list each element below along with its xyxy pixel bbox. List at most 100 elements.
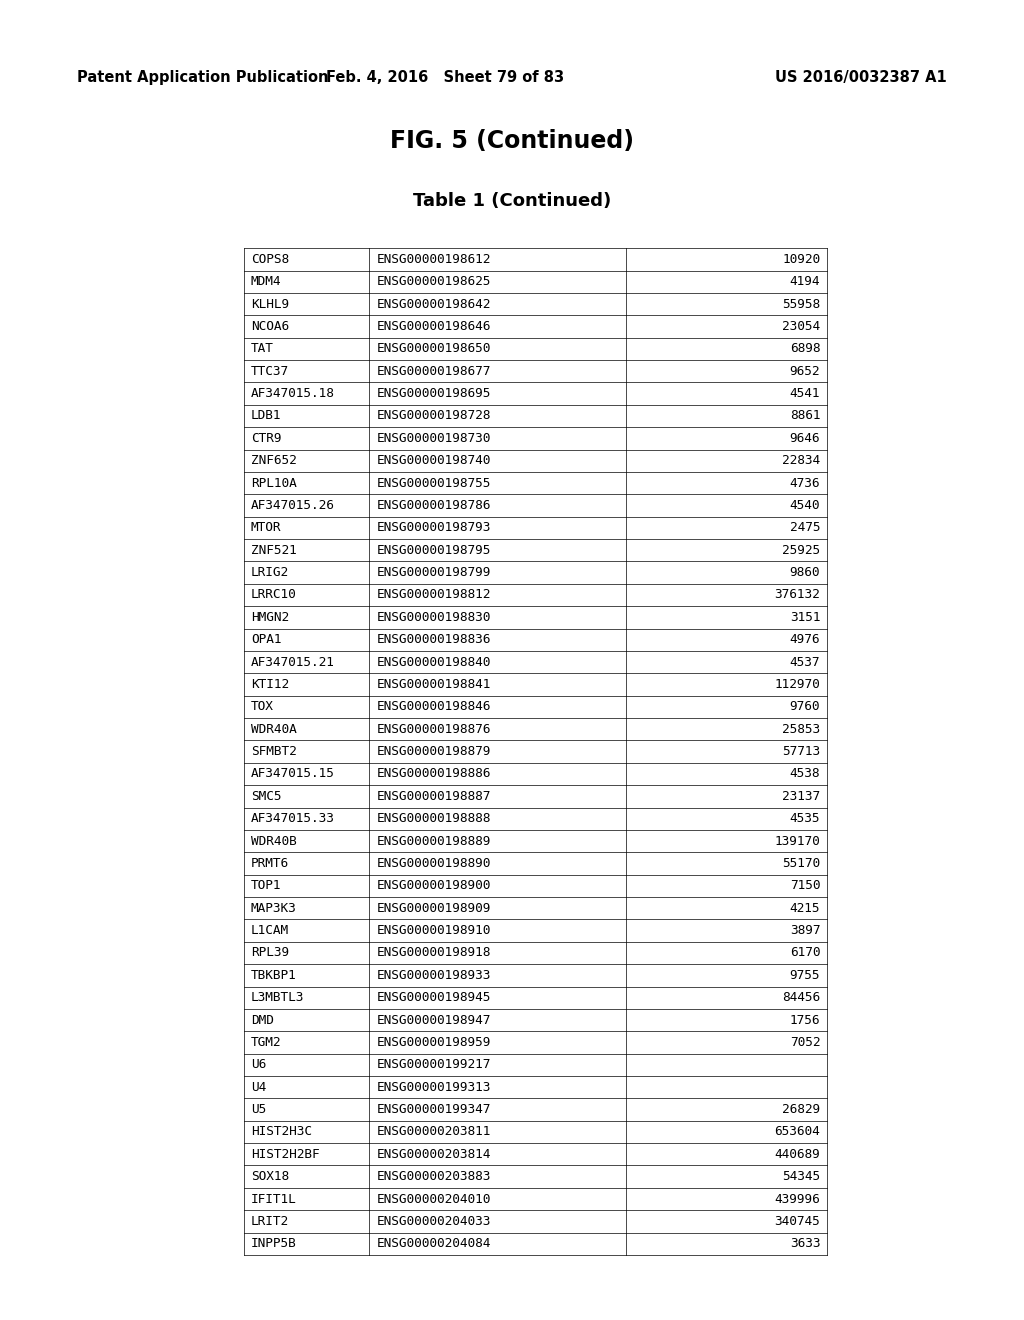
Text: 23137: 23137 — [782, 789, 820, 803]
Text: 25853: 25853 — [782, 723, 820, 735]
Text: 9860: 9860 — [790, 566, 820, 579]
Text: MTOR: MTOR — [251, 521, 282, 535]
Text: DMD: DMD — [251, 1014, 273, 1027]
Text: ENSG00000198876: ENSG00000198876 — [377, 723, 490, 735]
Text: RPL10A: RPL10A — [251, 477, 297, 490]
Text: MAP3K3: MAP3K3 — [251, 902, 297, 915]
Text: KLHL9: KLHL9 — [251, 297, 289, 310]
Text: ENSG00000198846: ENSG00000198846 — [377, 701, 490, 713]
Text: L3MBTL3: L3MBTL3 — [251, 991, 304, 1005]
Text: WDR40A: WDR40A — [251, 723, 297, 735]
Text: 8861: 8861 — [790, 409, 820, 422]
Text: ENSG00000204010: ENSG00000204010 — [377, 1192, 490, 1205]
Text: 9755: 9755 — [790, 969, 820, 982]
Text: 22834: 22834 — [782, 454, 820, 467]
Text: U4: U4 — [251, 1081, 266, 1094]
Text: ENSG00000203883: ENSG00000203883 — [377, 1171, 490, 1183]
Text: NCOA6: NCOA6 — [251, 319, 289, 333]
Text: 4194: 4194 — [790, 276, 820, 288]
Text: 3633: 3633 — [790, 1237, 820, 1250]
Text: RPL39: RPL39 — [251, 946, 289, 960]
Text: AF347015.26: AF347015.26 — [251, 499, 335, 512]
Text: ENSG00000204033: ENSG00000204033 — [377, 1214, 490, 1228]
Text: 112970: 112970 — [774, 678, 820, 690]
Text: ENSG00000199313: ENSG00000199313 — [377, 1081, 490, 1094]
Text: ENSG00000198730: ENSG00000198730 — [377, 432, 490, 445]
Text: FIG. 5 (Continued): FIG. 5 (Continued) — [390, 129, 634, 153]
Text: SFMBT2: SFMBT2 — [251, 744, 297, 758]
Text: ENSG00000198812: ENSG00000198812 — [377, 589, 490, 602]
Text: Table 1 (Continued): Table 1 (Continued) — [413, 191, 611, 210]
Text: 84456: 84456 — [782, 991, 820, 1005]
Text: OPA1: OPA1 — [251, 634, 282, 647]
Text: US 2016/0032387 A1: US 2016/0032387 A1 — [775, 70, 947, 84]
Text: MDM4: MDM4 — [251, 276, 282, 288]
Text: 7052: 7052 — [790, 1036, 820, 1049]
Text: ENSG00000198795: ENSG00000198795 — [377, 544, 490, 557]
Text: 9760: 9760 — [790, 701, 820, 713]
Text: TTC37: TTC37 — [251, 364, 289, 378]
Text: ENSG00000198945: ENSG00000198945 — [377, 991, 490, 1005]
Text: ENSG00000198786: ENSG00000198786 — [377, 499, 490, 512]
Text: ENSG00000198886: ENSG00000198886 — [377, 767, 490, 780]
Text: ENSG00000198879: ENSG00000198879 — [377, 744, 490, 758]
Text: ENSG00000198918: ENSG00000198918 — [377, 946, 490, 960]
Text: AF347015.21: AF347015.21 — [251, 656, 335, 668]
Text: ENSG00000198625: ENSG00000198625 — [377, 276, 490, 288]
Text: Patent Application Publication: Patent Application Publication — [77, 70, 329, 84]
Text: ENSG00000198947: ENSG00000198947 — [377, 1014, 490, 1027]
Text: ENSG00000198740: ENSG00000198740 — [377, 454, 490, 467]
Text: LRIT2: LRIT2 — [251, 1214, 289, 1228]
Text: ENSG00000198841: ENSG00000198841 — [377, 678, 490, 690]
Text: ENSG00000198900: ENSG00000198900 — [377, 879, 490, 892]
Text: HIST2H3C: HIST2H3C — [251, 1126, 312, 1138]
Text: 26829: 26829 — [782, 1104, 820, 1115]
Text: 4215: 4215 — [790, 902, 820, 915]
Text: HIST2H2BF: HIST2H2BF — [251, 1148, 319, 1160]
Text: 376132: 376132 — [774, 589, 820, 602]
Text: 340745: 340745 — [774, 1214, 820, 1228]
Text: ENSG00000198888: ENSG00000198888 — [377, 812, 490, 825]
Text: 23054: 23054 — [782, 319, 820, 333]
Text: 1756: 1756 — [790, 1014, 820, 1027]
Text: 10920: 10920 — [782, 253, 820, 265]
Text: 55170: 55170 — [782, 857, 820, 870]
Text: ENSG00000203811: ENSG00000203811 — [377, 1126, 490, 1138]
Text: ENSG00000198612: ENSG00000198612 — [377, 253, 490, 265]
Text: LRRC10: LRRC10 — [251, 589, 297, 602]
Text: ENSG00000198728: ENSG00000198728 — [377, 409, 490, 422]
Text: 3897: 3897 — [790, 924, 820, 937]
Text: ENSG00000198755: ENSG00000198755 — [377, 477, 490, 490]
Text: ENSG00000198677: ENSG00000198677 — [377, 364, 490, 378]
Text: ENSG00000198695: ENSG00000198695 — [377, 387, 490, 400]
Text: LRIG2: LRIG2 — [251, 566, 289, 579]
Text: TAT: TAT — [251, 342, 273, 355]
Text: 4736: 4736 — [790, 477, 820, 490]
Text: 439996: 439996 — [774, 1192, 820, 1205]
Text: ENSG00000198959: ENSG00000198959 — [377, 1036, 490, 1049]
Text: ENSG00000198799: ENSG00000198799 — [377, 566, 490, 579]
Text: ENSG00000198933: ENSG00000198933 — [377, 969, 490, 982]
Text: 2475: 2475 — [790, 521, 820, 535]
Text: ENSG00000198836: ENSG00000198836 — [377, 634, 490, 647]
Text: SOX18: SOX18 — [251, 1171, 289, 1183]
Text: ENSG00000198840: ENSG00000198840 — [377, 656, 490, 668]
Text: ENSG00000198887: ENSG00000198887 — [377, 789, 490, 803]
Text: TBKBP1: TBKBP1 — [251, 969, 297, 982]
Text: ENSG00000199347: ENSG00000199347 — [377, 1104, 490, 1115]
Text: 9652: 9652 — [790, 364, 820, 378]
Text: 3151: 3151 — [790, 611, 820, 624]
Text: COPS8: COPS8 — [251, 253, 289, 265]
Text: SMC5: SMC5 — [251, 789, 282, 803]
Text: 653604: 653604 — [774, 1126, 820, 1138]
Text: AF347015.33: AF347015.33 — [251, 812, 335, 825]
Text: 6898: 6898 — [790, 342, 820, 355]
Text: 4540: 4540 — [790, 499, 820, 512]
Text: ENSG00000198890: ENSG00000198890 — [377, 857, 490, 870]
Text: 55958: 55958 — [782, 297, 820, 310]
Text: 54345: 54345 — [782, 1171, 820, 1183]
Text: ENSG00000198646: ENSG00000198646 — [377, 319, 490, 333]
Text: TOX: TOX — [251, 701, 273, 713]
Text: ENSG00000198910: ENSG00000198910 — [377, 924, 490, 937]
Text: HMGN2: HMGN2 — [251, 611, 289, 624]
